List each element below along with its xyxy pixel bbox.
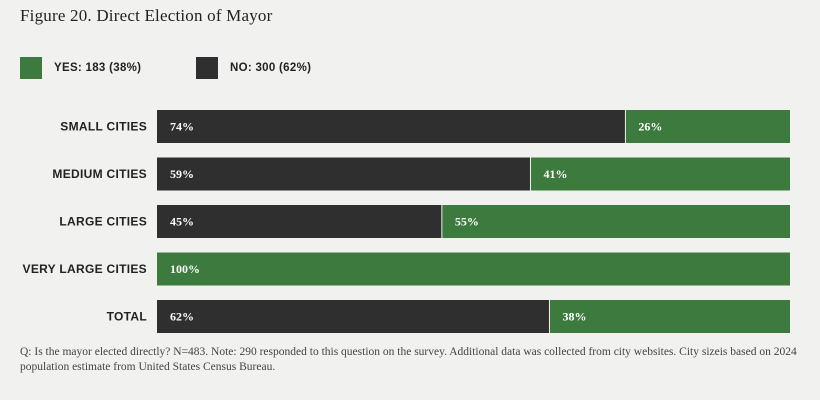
bar-no-large-cities <box>157 205 442 238</box>
data-label-yes-medium-cities: 41% <box>543 167 567 181</box>
legend-item-no: NO: 300 (62%) <box>196 57 311 79</box>
data-label-no-total: 62% <box>170 310 194 324</box>
data-label-no-small-cities: 74% <box>170 120 194 134</box>
category-label-small-cities: SMALL CITIES <box>60 120 147 134</box>
data-label-no-medium-cities: 59% <box>170 167 194 181</box>
category-label-medium-cities: MEDIUM CITIES <box>52 167 147 181</box>
bar-yes-small-cities <box>625 110 790 143</box>
bar-yes-large-cities <box>441 205 790 238</box>
data-label-yes-small-cities: 26% <box>638 120 662 134</box>
bar-yes-very-large-cities <box>157 252 790 286</box>
bar-chart: SMALL CITIES 74% 26% MEDIUM CITIES 59% 41% LAR… <box>23 110 790 333</box>
bar-no-total <box>157 300 550 333</box>
legend-item-yes: YES: 183 (38%) <box>20 57 141 79</box>
bar-yes-medium-cities <box>530 157 790 191</box>
category-label-very-large-cities: VERY LARGE CITIES <box>23 262 147 276</box>
category-label-total: TOTAL <box>107 310 147 324</box>
legend-label-yes: YES: 183 (38%) <box>54 62 142 74</box>
category-label-large-cities: LARGE CITIES <box>59 215 147 229</box>
data-label-no-large-cities: 45% <box>170 215 194 229</box>
data-label-yes-very-large-cities: 100% <box>170 262 200 276</box>
data-label-yes-total: 38% <box>562 310 586 324</box>
legend-swatch-no <box>196 57 218 79</box>
legend-swatch-yes <box>20 57 42 79</box>
chart-title: Figure 20. Direct Election of Mayor <box>20 6 273 25</box>
legend-label-no: NO: 300 (62%) <box>230 62 312 74</box>
bar-no-small-cities <box>157 110 626 143</box>
footnote: Q: Is the mayor elected directly? N=483.… <box>20 346 797 373</box>
bar-yes-total <box>549 300 790 333</box>
bar-no-medium-cities <box>157 157 531 191</box>
data-label-yes-large-cities: 55% <box>455 215 479 229</box>
